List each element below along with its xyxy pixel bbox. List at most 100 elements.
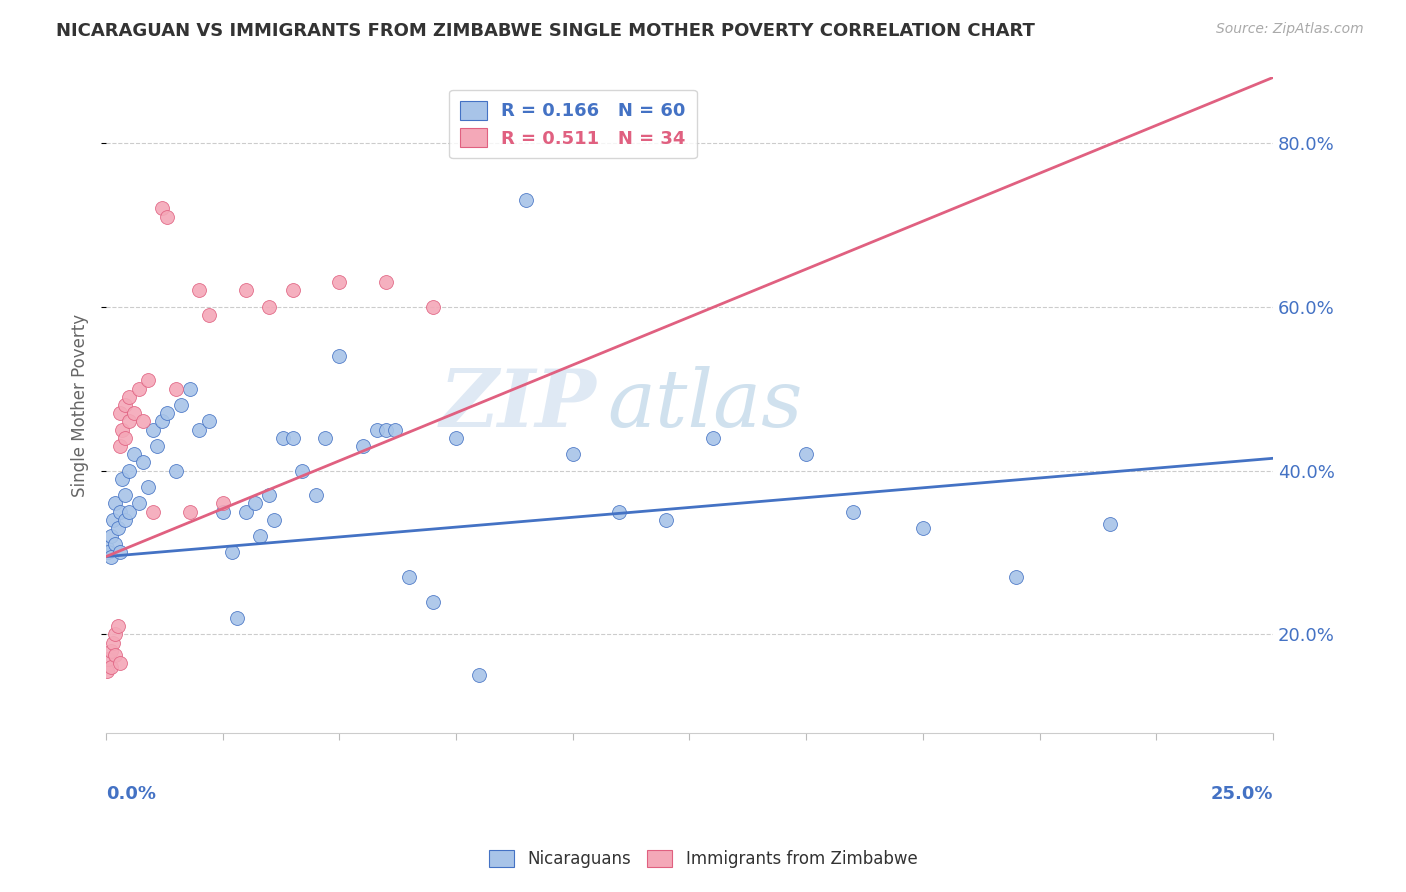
Point [142, 504, 165, 518]
Point [128, 382, 150, 396]
Point [702, 431, 724, 445]
Point [259, 300, 281, 314]
Point [165, 382, 187, 396]
Point [259, 488, 281, 502]
Point [114, 488, 136, 502]
Point [100, 529, 122, 543]
Point [104, 537, 127, 551]
Y-axis label: Single Mother Poverty: Single Mother Poverty [72, 313, 89, 497]
Point [118, 390, 141, 404]
Point [314, 431, 336, 445]
Point [197, 414, 219, 428]
Point [281, 284, 304, 298]
Point [111, 423, 134, 437]
Point [271, 431, 294, 445]
Point [384, 423, 406, 437]
Point [100, 549, 122, 564]
Point [107, 521, 129, 535]
Point [96, 541, 118, 556]
Point [444, 431, 467, 445]
Point [169, 398, 191, 412]
Point [375, 275, 398, 289]
Point [108, 656, 131, 670]
Legend: R = 0.166   N = 60, R = 0.511   N = 34: R = 0.166 N = 60, R = 0.511 N = 34 [449, 90, 696, 159]
Point [842, 504, 865, 518]
Point [104, 496, 127, 510]
Point [609, 504, 631, 518]
Point [188, 423, 211, 437]
Point [794, 447, 817, 461]
Point [911, 521, 934, 535]
Point [100, 644, 122, 658]
Point [108, 545, 131, 559]
Text: 25.0%: 25.0% [1211, 785, 1272, 803]
Text: Source: ZipAtlas.com: Source: ZipAtlas.com [1216, 22, 1364, 37]
Point [305, 488, 328, 502]
Point [122, 406, 145, 420]
Point [97, 652, 120, 666]
Point [132, 414, 155, 428]
Point [422, 300, 444, 314]
Point [352, 439, 374, 453]
Point [211, 504, 233, 518]
Point [97, 545, 120, 559]
Point [225, 611, 247, 625]
Point [108, 406, 131, 420]
Point [142, 423, 165, 437]
Point [96, 665, 118, 679]
Point [118, 464, 141, 478]
Point [375, 423, 398, 437]
Point [245, 496, 267, 510]
Legend: Nicaraguans, Immigrants from Zimbabwe: Nicaraguans, Immigrants from Zimbabwe [482, 843, 924, 875]
Point [104, 648, 127, 662]
Point [165, 464, 187, 478]
Point [122, 447, 145, 461]
Point [132, 455, 155, 469]
Point [366, 423, 388, 437]
Point [107, 619, 129, 633]
Point [136, 480, 159, 494]
Text: ZIP: ZIP [439, 367, 596, 444]
Point [468, 668, 491, 682]
Point [101, 513, 124, 527]
Text: NICARAGUAN VS IMMIGRANTS FROM ZIMBABWE SINGLE MOTHER POVERTY CORRELATION CHART: NICARAGUAN VS IMMIGRANTS FROM ZIMBABWE S… [56, 22, 1035, 40]
Point [101, 635, 124, 649]
Point [150, 202, 173, 216]
Point [114, 398, 136, 412]
Point [100, 660, 122, 674]
Point [249, 529, 271, 543]
Point [515, 194, 537, 208]
Point [118, 504, 141, 518]
Point [291, 464, 314, 478]
Text: 0.0%: 0.0% [105, 785, 156, 803]
Point [114, 513, 136, 527]
Point [104, 627, 127, 641]
Point [221, 545, 243, 559]
Point [128, 496, 150, 510]
Point [179, 504, 201, 518]
Point [281, 431, 304, 445]
Point [235, 504, 257, 518]
Point [114, 431, 136, 445]
Point [211, 496, 233, 510]
Point [111, 472, 134, 486]
Point [188, 284, 211, 298]
Point [328, 349, 350, 363]
Point [136, 374, 159, 388]
Text: atlas: atlas [607, 367, 803, 444]
Point [1005, 570, 1028, 584]
Point [561, 447, 583, 461]
Point [422, 594, 444, 608]
Point [179, 382, 201, 396]
Point [263, 513, 285, 527]
Point [235, 284, 257, 298]
Point [118, 414, 141, 428]
Point [655, 513, 678, 527]
Point [197, 308, 219, 322]
Point [146, 439, 169, 453]
Point [108, 439, 131, 453]
Point [398, 570, 420, 584]
Point [328, 275, 350, 289]
Point [155, 210, 177, 224]
Point [1098, 516, 1121, 531]
